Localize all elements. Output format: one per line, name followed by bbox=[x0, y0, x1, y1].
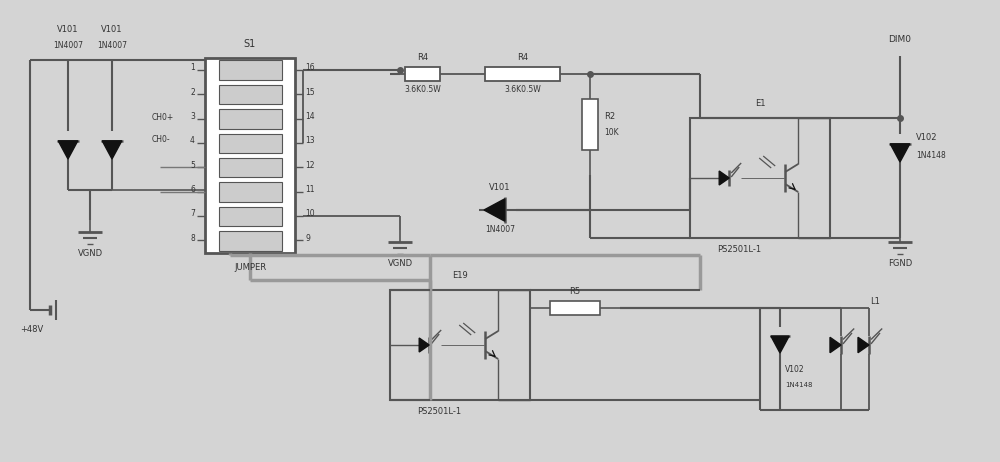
Text: 1N4148: 1N4148 bbox=[785, 382, 812, 388]
Text: 3.6K0.5W: 3.6K0.5W bbox=[404, 85, 441, 95]
Text: CH0+: CH0+ bbox=[152, 114, 174, 122]
Text: 6: 6 bbox=[190, 185, 195, 194]
Text: R5: R5 bbox=[569, 287, 581, 297]
Text: PS2501L-1: PS2501L-1 bbox=[717, 245, 761, 255]
Bar bbox=[218, 134, 282, 153]
Text: E1: E1 bbox=[755, 99, 765, 109]
Text: R4: R4 bbox=[517, 54, 528, 62]
Text: 11: 11 bbox=[305, 185, 314, 194]
Text: 7: 7 bbox=[190, 209, 195, 219]
Bar bbox=[218, 109, 282, 129]
Polygon shape bbox=[858, 337, 869, 353]
Polygon shape bbox=[484, 199, 505, 221]
Text: 1: 1 bbox=[190, 63, 195, 72]
Polygon shape bbox=[830, 337, 841, 353]
Polygon shape bbox=[419, 338, 429, 352]
Text: 5: 5 bbox=[190, 161, 195, 170]
Text: R2: R2 bbox=[604, 112, 615, 121]
Text: 2: 2 bbox=[190, 88, 195, 97]
Bar bbox=[218, 207, 282, 226]
Text: 14: 14 bbox=[305, 112, 315, 121]
Text: 1N4148: 1N4148 bbox=[916, 152, 946, 160]
Text: VGND: VGND bbox=[387, 260, 413, 268]
Text: 1N4007: 1N4007 bbox=[53, 42, 83, 50]
Text: 12: 12 bbox=[305, 161, 314, 170]
Text: +48V: +48V bbox=[20, 326, 43, 334]
Bar bbox=[218, 231, 282, 250]
Polygon shape bbox=[102, 141, 122, 159]
Text: 9: 9 bbox=[305, 234, 310, 243]
Text: CH0-: CH0- bbox=[152, 135, 171, 145]
Text: 1N4007: 1N4007 bbox=[97, 42, 127, 50]
Bar bbox=[218, 85, 282, 104]
Text: R4: R4 bbox=[417, 54, 428, 62]
Text: JUMPER: JUMPER bbox=[234, 262, 266, 272]
Polygon shape bbox=[58, 141, 78, 159]
Polygon shape bbox=[890, 144, 910, 162]
Text: 16: 16 bbox=[305, 63, 315, 72]
Text: V102: V102 bbox=[916, 134, 938, 142]
Bar bbox=[405, 67, 440, 81]
Text: L1: L1 bbox=[870, 298, 880, 306]
Text: 10: 10 bbox=[305, 209, 315, 219]
Text: 13: 13 bbox=[305, 136, 315, 146]
Text: V101: V101 bbox=[101, 25, 123, 35]
Text: 8: 8 bbox=[190, 234, 195, 243]
Bar bbox=[485, 67, 560, 81]
Text: DIM0: DIM0 bbox=[889, 36, 912, 44]
Text: V101: V101 bbox=[489, 183, 511, 193]
Text: 10K: 10K bbox=[604, 128, 619, 137]
Text: E19: E19 bbox=[452, 272, 468, 280]
Bar bbox=[690, 118, 830, 238]
Polygon shape bbox=[771, 336, 789, 353]
Text: V101: V101 bbox=[57, 25, 79, 35]
Bar bbox=[550, 301, 600, 315]
Bar bbox=[218, 61, 282, 80]
Text: PS2501L-1: PS2501L-1 bbox=[417, 407, 461, 417]
Text: 1N4007: 1N4007 bbox=[485, 225, 515, 235]
Text: V102: V102 bbox=[785, 365, 805, 375]
Text: 3: 3 bbox=[190, 112, 195, 121]
Text: S1: S1 bbox=[244, 39, 256, 49]
Bar bbox=[390, 290, 530, 400]
Text: VGND: VGND bbox=[77, 249, 103, 259]
Polygon shape bbox=[719, 171, 729, 185]
Text: FGND: FGND bbox=[888, 260, 912, 268]
Text: 4: 4 bbox=[190, 136, 195, 146]
Bar bbox=[205, 58, 295, 253]
Text: 15: 15 bbox=[305, 88, 315, 97]
Text: 3.6K0.5W: 3.6K0.5W bbox=[504, 85, 541, 95]
Bar bbox=[218, 158, 282, 177]
Bar bbox=[218, 182, 282, 202]
Bar bbox=[582, 99, 598, 150]
